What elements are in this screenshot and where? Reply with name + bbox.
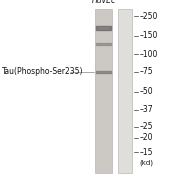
Text: –250: –250 bbox=[140, 12, 158, 21]
Text: –100: –100 bbox=[140, 50, 158, 59]
Bar bbox=[118, 9, 132, 173]
Text: (kd): (kd) bbox=[140, 160, 154, 166]
Text: –150: –150 bbox=[140, 31, 158, 40]
Text: –37: –37 bbox=[140, 105, 153, 114]
Text: –75: –75 bbox=[140, 68, 153, 76]
Text: –50: –50 bbox=[140, 87, 153, 96]
Text: HuvEc: HuvEc bbox=[91, 0, 116, 5]
Text: –25: –25 bbox=[140, 122, 153, 131]
Text: –20: –20 bbox=[140, 133, 153, 142]
Text: Tau(Phospho-Ser235): Tau(Phospho-Ser235) bbox=[2, 68, 83, 76]
Text: –15: –15 bbox=[140, 148, 153, 157]
Bar bbox=[95, 9, 112, 173]
